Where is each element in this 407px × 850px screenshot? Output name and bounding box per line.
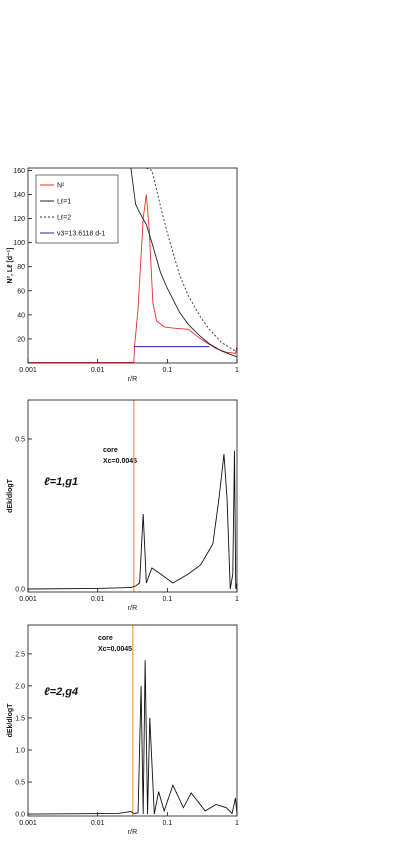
x-tick-label: 0.001 (19, 820, 37, 827)
y-tick-label: 160 (13, 168, 25, 175)
series-line (28, 450, 237, 590)
y-tick-label: 40 (17, 312, 25, 319)
x-axis-label: r/R (128, 829, 137, 836)
x-tick-label: 0.01 (91, 596, 105, 603)
x-tick-label: 0.01 (91, 820, 105, 827)
xc-label: Xc=0.0045 (98, 646, 132, 653)
x-tick-label: 1 (235, 820, 239, 827)
legend-label: ν3=13.6118 d-1 (57, 231, 105, 238)
y-axis-label: dEk/dlogT (7, 478, 14, 513)
y-tick-label: 1.5 (15, 715, 25, 722)
y-tick-label: 0.5 (15, 780, 25, 787)
plot-frame (27, 399, 238, 593)
legend-box (35, 174, 119, 244)
mode-label: ℓ=1,g1 (44, 476, 78, 488)
x-tick-label: 0.1 (162, 820, 172, 827)
y-tick-label: 80 (17, 264, 25, 271)
y-tick-label: 140 (13, 192, 25, 199)
plot (28, 400, 237, 592)
x-axis-label: r/R (128, 376, 137, 383)
y-tick-label: 0.0 (15, 812, 25, 819)
y-axis-label: dEk/dlogT (7, 703, 14, 738)
plot (28, 625, 237, 816)
xc-label: Xc=0.0045 (103, 458, 137, 465)
y-axis-label: N², Lℓ [d⁻¹] (7, 248, 14, 284)
x-axis-label: r/R (128, 605, 137, 612)
y-tick-label: 0.5 (15, 437, 25, 444)
legend-label: Lℓ=2 (57, 215, 71, 222)
legend-label: N² (57, 183, 65, 190)
y-tick-label: 120 (13, 216, 25, 223)
plot-frame (27, 624, 238, 817)
y-tick-label: 2.5 (15, 651, 25, 658)
core-label: core (98, 635, 113, 642)
x-tick-label: 0.1 (162, 367, 172, 374)
x-tick-label: 0.001 (19, 596, 37, 603)
y-tick-label: 100 (13, 240, 25, 247)
series-line (130, 168, 237, 358)
y-tick-label: 2.0 (15, 683, 25, 690)
y-tick-label: 1.0 (15, 747, 25, 754)
legend-label: Lℓ=1 (57, 199, 71, 206)
plot (28, 168, 237, 363)
y-tick-label: 20 (17, 336, 25, 343)
plot-frame (27, 167, 238, 364)
series-line (146, 168, 237, 353)
x-tick-label: 0.001 (19, 367, 37, 374)
mode-label: ℓ=2,g4 (44, 686, 78, 698)
y-tick-label: 60 (17, 288, 25, 295)
core-label: core (103, 447, 118, 454)
series-line (28, 660, 237, 815)
x-tick-label: 1 (235, 367, 239, 374)
x-tick-label: 0.01 (91, 367, 105, 374)
x-tick-label: 1 (235, 596, 239, 603)
y-tick-label: 0.0 (15, 587, 25, 594)
x-tick-label: 0.1 (162, 596, 172, 603)
